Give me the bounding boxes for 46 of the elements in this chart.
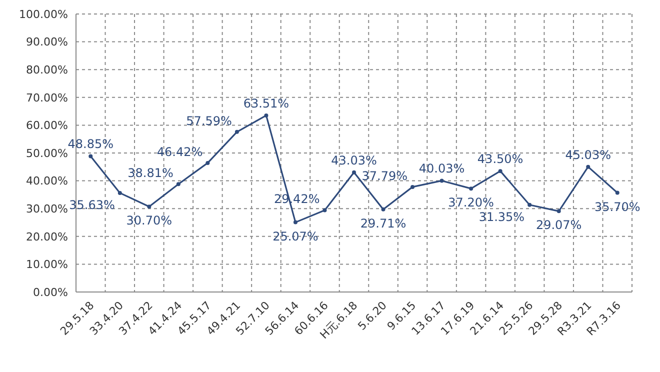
point [410,184,415,189]
y-tick-label: 40.00% [26,174,68,188]
data-label: 46.42% [156,144,203,159]
data-label: 37.79% [362,168,408,183]
point [381,207,386,212]
y-tick-label: 60.00% [26,119,68,132]
point [440,178,444,183]
y-tick-label: 20.00% [26,230,68,244]
y-tick-label: 90.00% [26,36,68,49]
y-tick-label: 10.00% [26,258,68,272]
y-tick-label: 80.00% [26,64,68,77]
y-tick-label: 50.00% [26,146,68,160]
point [88,154,93,158]
y-tick-label: 100.00% [19,8,68,21]
point [352,170,356,174]
point [293,220,298,224]
data-label: 43.03% [331,153,377,168]
data-label: 43.50% [477,152,524,166]
point [264,113,268,118]
point [528,202,532,207]
point [234,130,239,134]
point [176,182,180,186]
point [469,186,474,191]
y-tick-label: 70.00% [26,91,68,104]
y-tick-label: 30.00% [26,202,68,216]
point [556,209,561,214]
data-label: 38.81% [128,166,174,180]
point [206,160,210,165]
point [118,190,122,195]
data-label: 63.51% [243,96,290,110]
data-label: 29.71% [360,216,406,230]
data-label: 25.07% [272,229,318,244]
data-label: 29.07% [536,218,582,232]
point [586,164,590,169]
data-label: 30.70% [126,214,172,228]
data-label: 31.35% [478,210,525,224]
point [147,204,152,209]
y-tick-label: 0.00% [33,286,68,299]
point [615,190,620,195]
data-label: 40.03% [418,162,465,176]
data-label: 35.70% [594,200,640,214]
point [498,169,502,174]
data-label: 45.03% [565,148,611,162]
point [322,208,327,212]
data-label: 57.59% [186,114,232,128]
data-label: 37.20% [448,196,494,210]
